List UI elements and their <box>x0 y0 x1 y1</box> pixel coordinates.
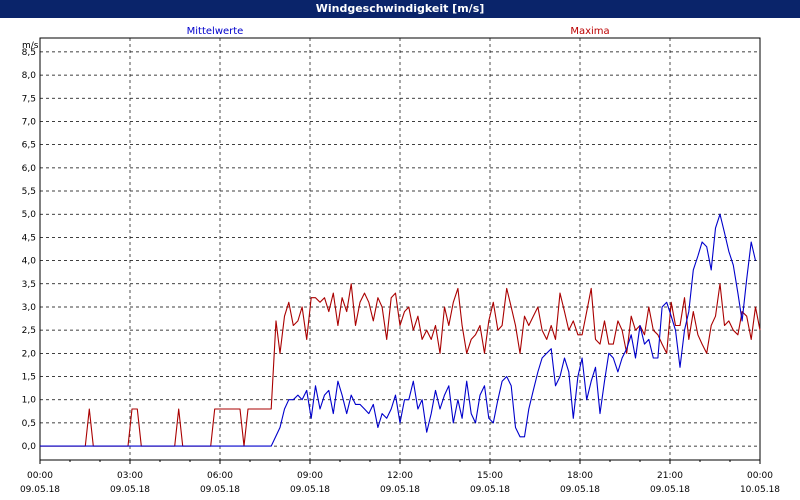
x-tick-date: 09.05.18 <box>470 485 510 495</box>
y-tick-label: 8,5 <box>22 48 36 58</box>
x-tick-date: 10.05.18 <box>740 485 780 495</box>
x-tick-time: 09:00 <box>297 471 323 481</box>
y-tick-label: 5,5 <box>22 187 36 197</box>
x-tick-time: 15:00 <box>477 471 503 481</box>
y-tick-label: 6,0 <box>22 164 37 174</box>
x-tick-time: 21:00 <box>657 471 683 481</box>
y-tick-label: 6,5 <box>22 141 36 151</box>
x-tick-time: 18:00 <box>567 471 593 481</box>
x-tick-date: 09.05.18 <box>380 485 420 495</box>
x-tick-date: 09.05.18 <box>560 485 600 495</box>
legend-mittelwerte: Mittelwerte <box>187 26 244 37</box>
y-tick-label: 8,0 <box>22 71 37 81</box>
x-tick-date: 09.05.18 <box>110 485 150 495</box>
y-tick-label: 4,5 <box>22 233 36 243</box>
legend-maxima: Maxima <box>570 26 609 37</box>
y-tick-label: 3,0 <box>22 303 37 313</box>
x-tick-time: 00:00 <box>747 471 773 481</box>
x-tick-date: 09.05.18 <box>20 485 60 495</box>
y-axis-unit: m/s <box>22 41 39 51</box>
x-tick-time: 03:00 <box>117 471 143 481</box>
y-tick-label: 2,0 <box>22 349 37 359</box>
y-tick-label: 7,0 <box>22 117 37 127</box>
x-tick-time: 12:00 <box>387 471 413 481</box>
x-tick-date: 09.05.18 <box>290 485 330 495</box>
window-title: Windgeschwindigkeit [m/s] <box>0 0 800 18</box>
y-tick-label: 4,0 <box>22 257 37 267</box>
series-line-mittelwerte <box>40 213 757 447</box>
y-tick-label: 2,5 <box>22 326 36 336</box>
y-tick-label: 3,5 <box>22 280 36 290</box>
series-line-maxima <box>40 283 761 447</box>
y-tick-label: 0,0 <box>22 442 37 452</box>
x-tick-date: 09.05.18 <box>200 485 240 495</box>
y-tick-label: 7,5 <box>22 94 36 104</box>
x-tick-time: 00:00 <box>27 471 53 481</box>
y-tick-label: 5,0 <box>22 210 37 220</box>
y-tick-label: 0,5 <box>22 419 36 429</box>
x-tick-time: 06:00 <box>207 471 233 481</box>
y-tick-label: 1,5 <box>22 373 36 383</box>
x-tick-date: 09.05.18 <box>650 485 690 495</box>
y-tick-label: 1,0 <box>22 396 37 406</box>
